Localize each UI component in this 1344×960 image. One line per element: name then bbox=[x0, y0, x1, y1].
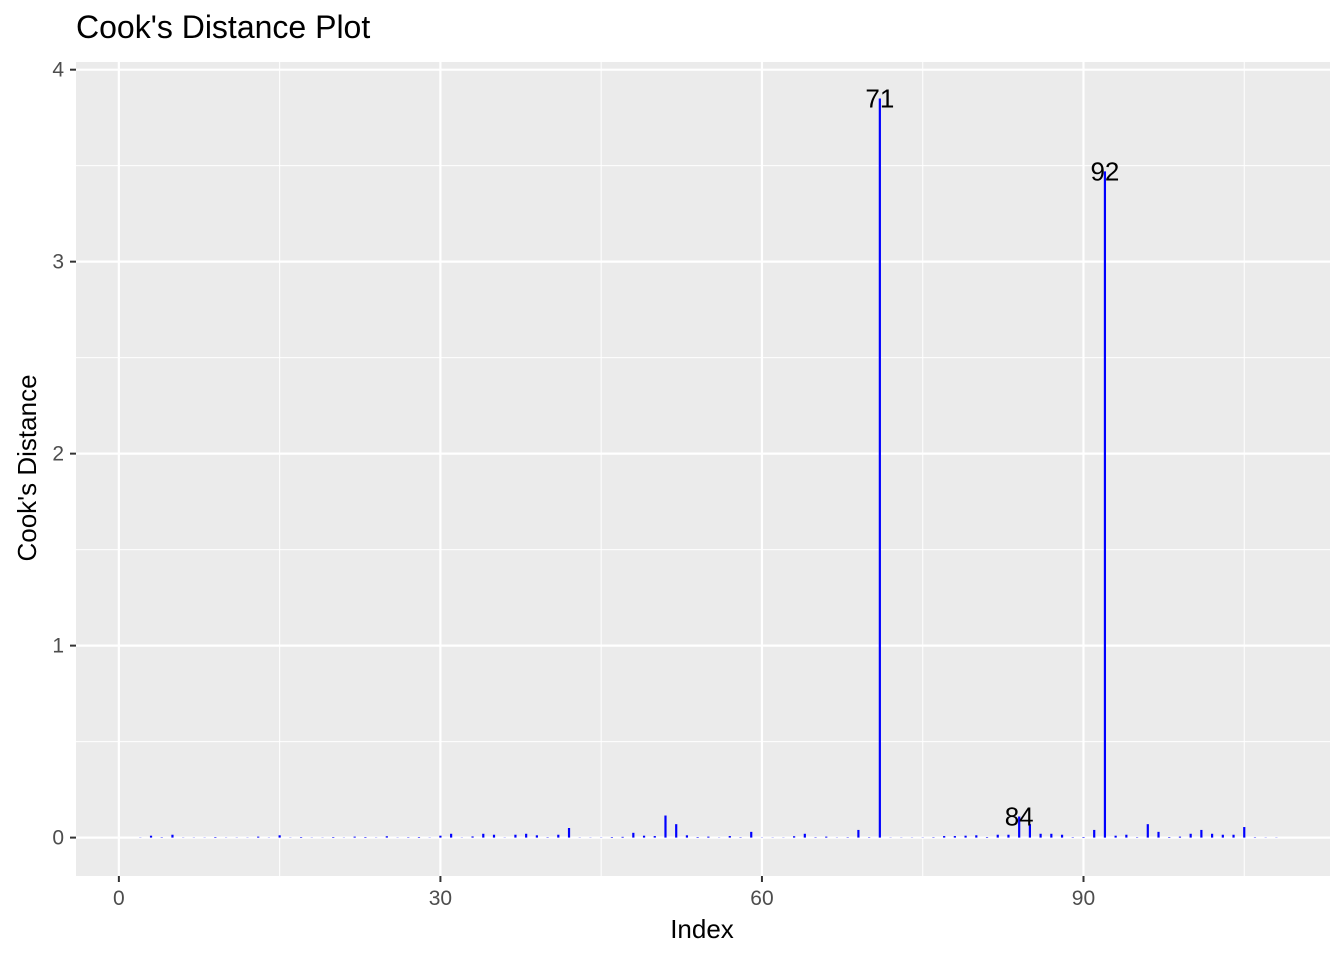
point-label: 71 bbox=[865, 83, 894, 113]
y-tick-label: 4 bbox=[52, 59, 64, 82]
x-axis: 0 30 60 90 bbox=[113, 876, 1095, 910]
plot-panel bbox=[76, 62, 1330, 876]
x-tick-label: 90 bbox=[1072, 887, 1095, 910]
point-label: 84 bbox=[1005, 801, 1034, 831]
point-label: 92 bbox=[1090, 156, 1119, 186]
x-axis-title: Index bbox=[670, 914, 734, 944]
y-tick-label: 0 bbox=[52, 827, 64, 850]
y-tick-label: 2 bbox=[52, 443, 64, 466]
y-tick-label: 1 bbox=[52, 635, 64, 658]
x-tick-label: 0 bbox=[113, 887, 125, 910]
point-labels: 71 84 92 bbox=[865, 83, 1119, 831]
chart-title: Cook's Distance Plot bbox=[76, 9, 370, 45]
x-tick-label: 60 bbox=[750, 887, 773, 910]
y-axis: 0 1 2 3 4 bbox=[52, 59, 76, 850]
x-tick-label: 30 bbox=[429, 887, 452, 910]
bars bbox=[139, 98, 1278, 838]
y-tick-label: 3 bbox=[52, 251, 64, 274]
y-axis-title: Cook's Distance bbox=[12, 374, 42, 561]
major-gridlines bbox=[76, 62, 1330, 876]
minor-gridlines bbox=[76, 62, 1330, 876]
